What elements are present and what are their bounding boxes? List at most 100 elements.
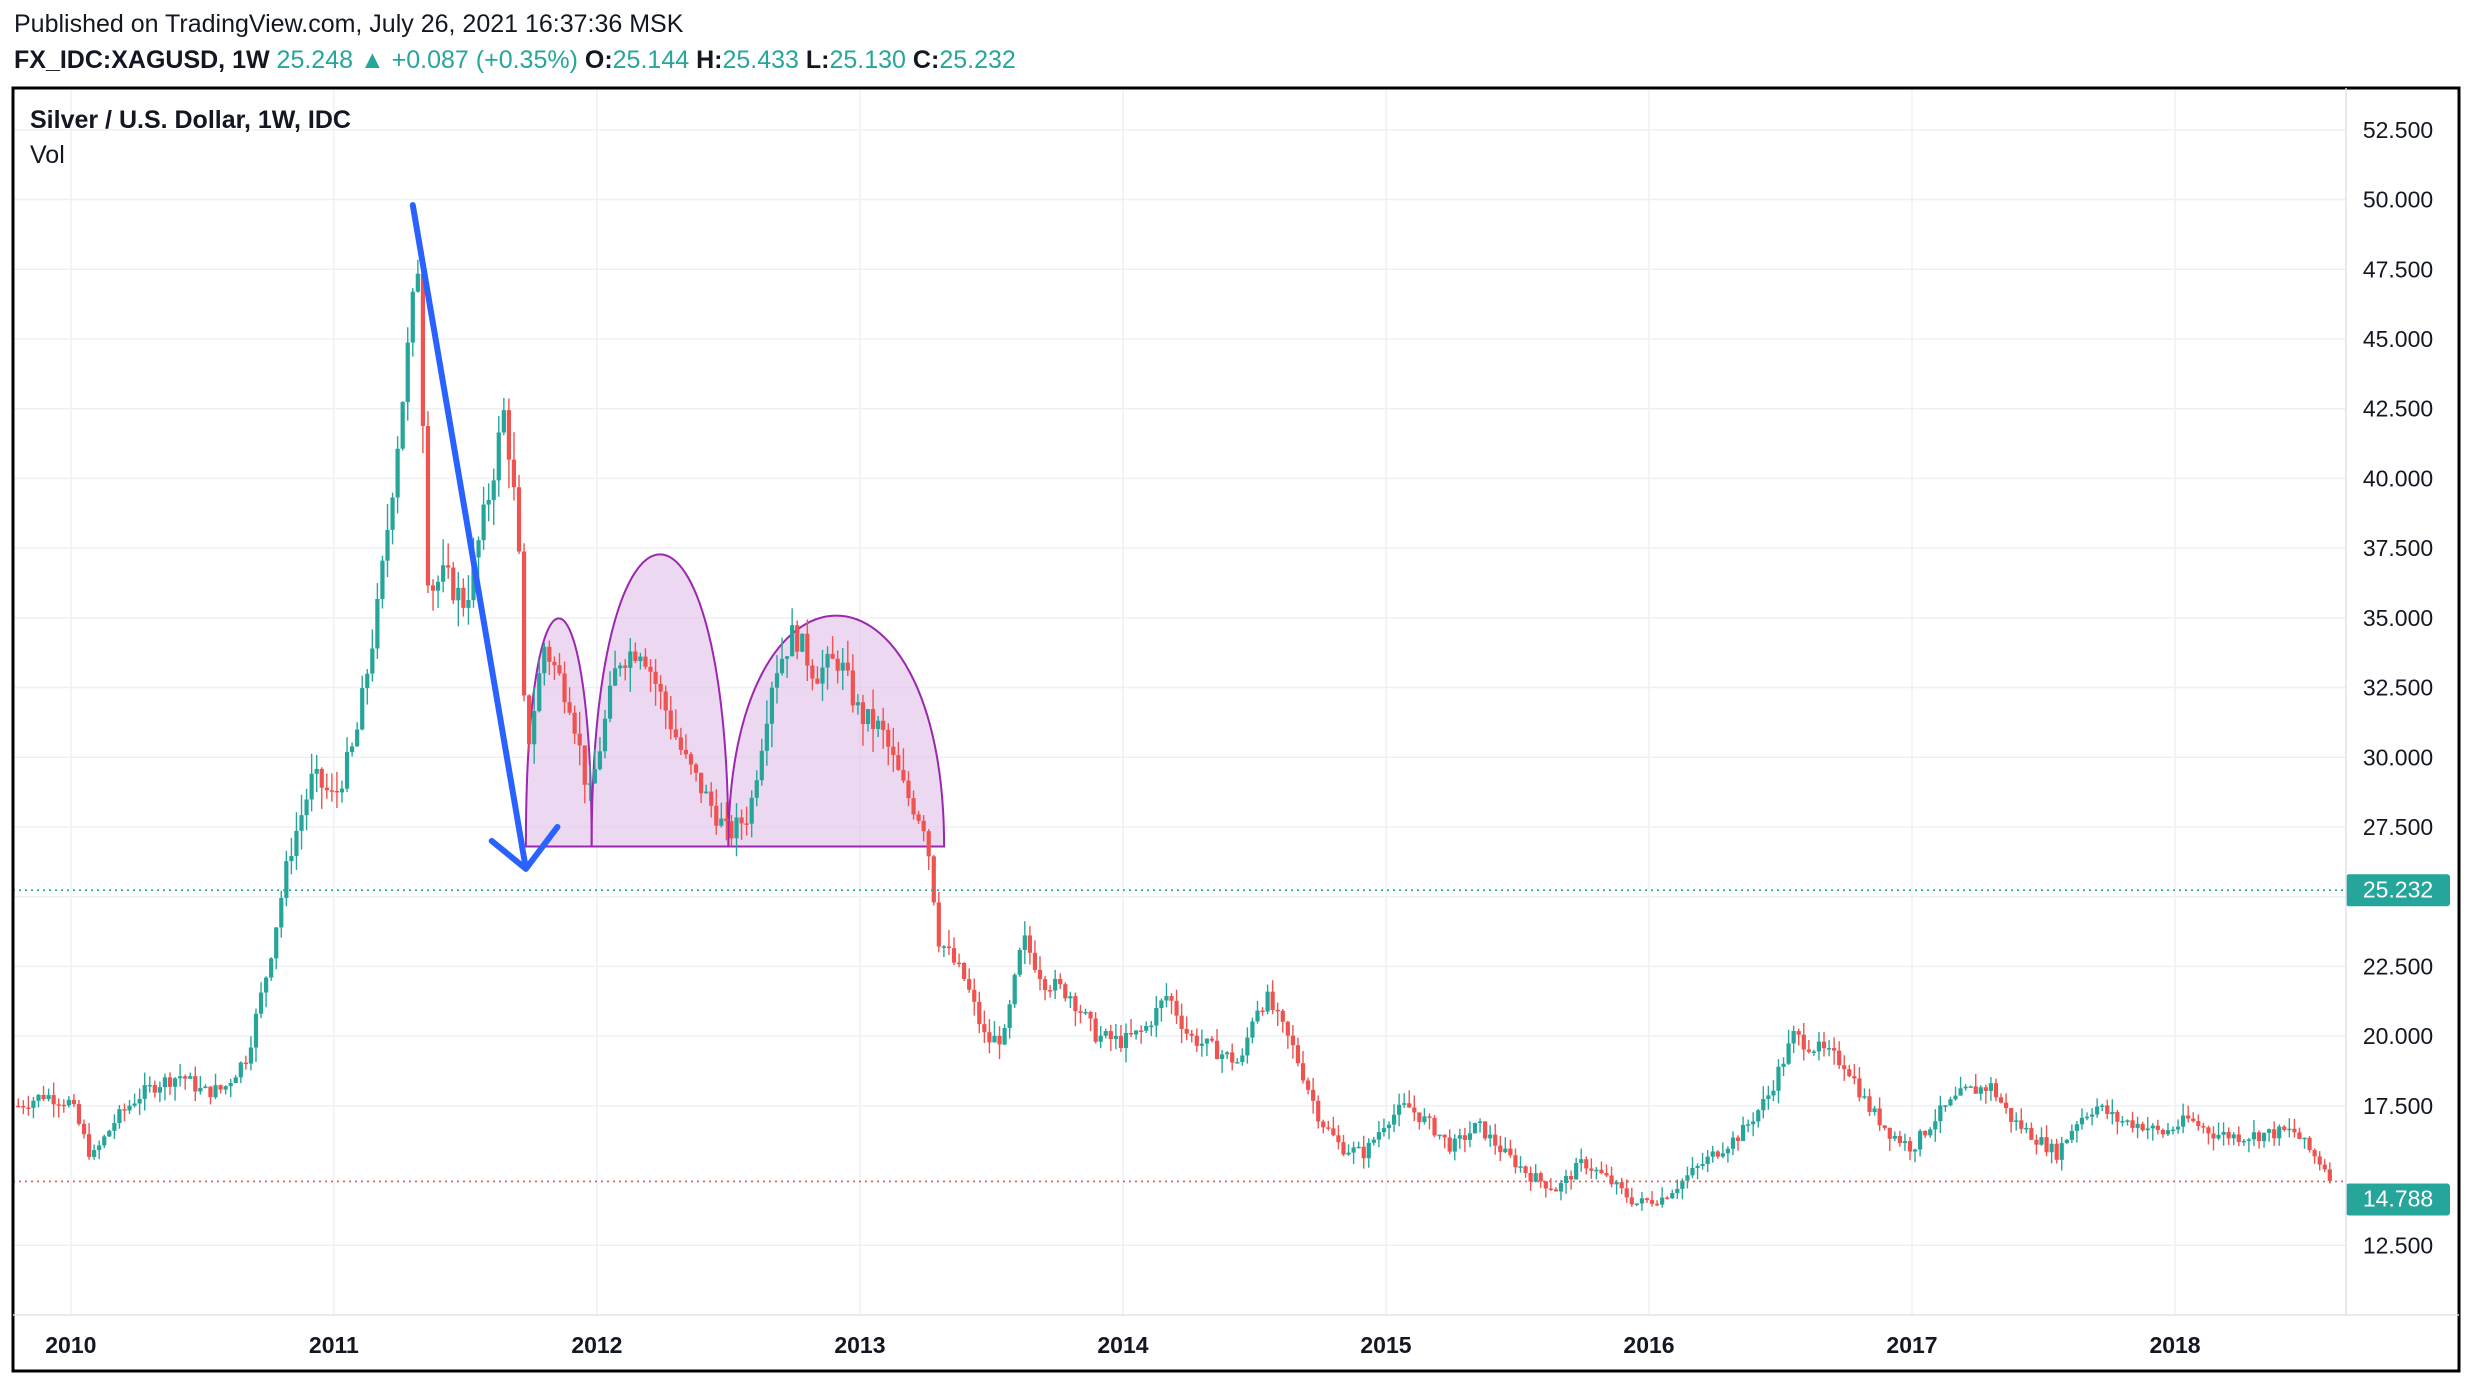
- candle-body: [774, 673, 780, 688]
- candle-body: [688, 754, 694, 765]
- candle: [2322, 1159, 2327, 1173]
- candle: [1513, 1148, 1518, 1174]
- candles: [16, 250, 2332, 1211]
- candle-body: [425, 425, 431, 586]
- candle: [1963, 1084, 1968, 1091]
- candle: [1832, 1037, 1837, 1065]
- candle-body: [233, 1077, 238, 1083]
- candle: [1457, 1128, 1462, 1149]
- candle: [516, 474, 522, 554]
- candle: [147, 1076, 152, 1093]
- candle: [1710, 1145, 1715, 1163]
- candle: [653, 659, 658, 706]
- candle-body: [1113, 1035, 1118, 1039]
- candle-body: [2272, 1129, 2277, 1139]
- candle-body: [946, 946, 952, 949]
- candle: [1007, 999, 1012, 1039]
- candle: [258, 982, 264, 1019]
- candle-body: [1872, 1108, 1877, 1112]
- candle-body: [1472, 1123, 1478, 1134]
- candle: [1584, 1156, 1589, 1175]
- candle: [289, 837, 294, 875]
- triple-top-pattern: [524, 553, 946, 848]
- candle: [1321, 1119, 1326, 1134]
- candle-body: [1847, 1069, 1852, 1077]
- candle: [810, 659, 815, 691]
- candle-body: [1968, 1086, 1973, 1088]
- candle-body: [1063, 984, 1068, 999]
- candle: [2297, 1127, 2302, 1140]
- candle: [542, 642, 547, 686]
- candle: [729, 815, 734, 847]
- candle: [956, 953, 962, 968]
- candle: [891, 727, 896, 772]
- candle: [1053, 969, 1058, 999]
- candle-body: [607, 685, 613, 719]
- candle-body: [1948, 1099, 1953, 1106]
- candle: [941, 945, 946, 958]
- candle: [1083, 1008, 1088, 1016]
- candle-body: [2019, 1120, 2024, 1129]
- candle: [1654, 1200, 1660, 1207]
- candle-body: [1568, 1176, 1574, 1180]
- candle-body: [987, 1032, 992, 1043]
- price-axis[interactable]: 12.50017.50020.00022.50025.00027.50030.0…: [2363, 117, 2433, 1258]
- x-tick-label: 2018: [2149, 1332, 2200, 1358]
- candle-body: [1958, 1088, 1963, 1096]
- candle: [1720, 1142, 1725, 1159]
- candle: [2074, 1121, 2080, 1143]
- candle: [547, 640, 552, 676]
- candle-body: [592, 769, 597, 784]
- candle: [405, 327, 410, 421]
- candle-body: [137, 1098, 142, 1104]
- y-tick-label: 50.000: [2363, 187, 2433, 213]
- candle: [466, 575, 471, 625]
- candle: [921, 815, 926, 842]
- candle: [1483, 1121, 1488, 1141]
- candle-body: [1675, 1188, 1680, 1194]
- candle: [2201, 1122, 2206, 1134]
- candle: [552, 656, 557, 680]
- candle: [309, 753, 314, 812]
- candle: [269, 957, 274, 981]
- candle-body: [643, 656, 648, 667]
- candle-body: [1427, 1116, 1432, 1118]
- candle: [1407, 1090, 1412, 1108]
- candle-body: [2302, 1137, 2307, 1140]
- candle: [2009, 1107, 2014, 1133]
- candle: [2292, 1118, 2297, 1138]
- candle: [178, 1064, 183, 1087]
- candle: [435, 575, 441, 608]
- candle-body: [1280, 1010, 1285, 1022]
- candle: [1118, 1024, 1124, 1053]
- candle: [2287, 1118, 2292, 1138]
- candle-body: [1230, 1052, 1235, 1063]
- candle: [2115, 1109, 2120, 1135]
- candle-body: [1705, 1156, 1710, 1164]
- legend-vol[interactable]: Vol: [30, 141, 65, 169]
- candle: [628, 638, 633, 692]
- candle-body: [1811, 1051, 1816, 1053]
- candle-body: [319, 768, 324, 788]
- candle: [2206, 1125, 2211, 1145]
- candle: [2100, 1103, 2105, 1112]
- candle-body: [2307, 1137, 2312, 1151]
- candle: [1103, 1028, 1108, 1039]
- candle: [370, 629, 375, 682]
- candle: [1528, 1166, 1533, 1191]
- candle-body: [441, 565, 446, 582]
- candle: [365, 669, 370, 705]
- candle: [2110, 1099, 2115, 1125]
- candle-body: [1366, 1142, 1371, 1159]
- candle: [2165, 1122, 2171, 1136]
- candle: [2186, 1105, 2191, 1123]
- time-axis[interactable]: 2010 2011 2012 2013 2014 2015 2016 2017 2018: [45, 1332, 2201, 1358]
- symbol-label[interactable]: FX_IDC:XAGUSD, 1W: [14, 46, 270, 74]
- candle: [1260, 1007, 1265, 1016]
- candle: [81, 1119, 87, 1139]
- candle-body: [532, 711, 537, 745]
- candle: [1589, 1158, 1594, 1179]
- candle-body: [385, 529, 390, 561]
- candle: [1275, 1002, 1280, 1026]
